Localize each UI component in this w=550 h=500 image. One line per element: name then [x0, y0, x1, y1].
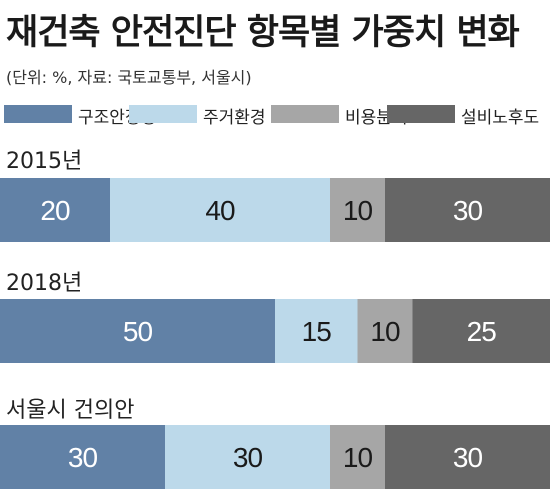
group-label-seoul: 서울시 건의안 — [6, 398, 135, 423]
bar-segment-2018-cost — [357, 299, 413, 363]
data-label-2018-cost: 10 — [370, 316, 400, 347]
chart-title: 재건축 안전진단 항목별 가중치 변화 — [6, 13, 520, 53]
group-label-2018: 2018년 — [6, 271, 83, 296]
bar-segment-seoul-living — [165, 425, 330, 489]
legend-label-facility: 설비노후도 — [461, 108, 540, 128]
bar-segment-2018-structure — [0, 299, 275, 363]
bar-segment-2015-cost — [330, 178, 385, 242]
legend-label-living: 주거환경 — [203, 108, 266, 128]
data-label-2018-living: 15 — [302, 316, 332, 347]
legend-swatch-structure — [4, 105, 72, 123]
bar-segment-seoul-cost — [330, 425, 385, 489]
data-label-seoul-cost: 10 — [343, 442, 373, 473]
chart-subtitle: (단위: %, 자료: 국토교통부, 서울시) — [6, 68, 252, 87]
data-label-seoul-facility: 30 — [453, 442, 483, 473]
legend-swatch-facility — [387, 105, 455, 123]
bar-segment-2015-structure — [0, 178, 110, 242]
legend: 구조안정성 주거환경 비용분석 설비노후도 — [4, 102, 550, 128]
bar-segment-2018-living — [275, 299, 358, 363]
data-label-2015-cost: 10 — [343, 195, 373, 226]
bar-segment-seoul-facility — [385, 425, 550, 489]
bar-segment-2015-living — [110, 178, 330, 242]
legend-swatch-cost — [271, 105, 339, 123]
bar-segment-seoul-structure — [0, 425, 165, 489]
data-label-2015-living: 40 — [205, 195, 235, 226]
bar-segment-2015-facility — [385, 178, 550, 242]
data-label-seoul-structure: 30 — [68, 442, 98, 473]
data-label-2018-facility: 25 — [467, 316, 497, 347]
bar-segment-2018-facility — [412, 299, 550, 363]
legend-swatch-living — [129, 105, 197, 123]
data-label-2015-facility: 30 — [453, 195, 483, 226]
data-label-2018-structure: 50 — [123, 316, 153, 347]
data-label-2015-structure: 20 — [40, 195, 70, 226]
data-label-seoul-living: 30 — [233, 442, 263, 473]
group-label-2015: 2015년 — [6, 149, 83, 174]
